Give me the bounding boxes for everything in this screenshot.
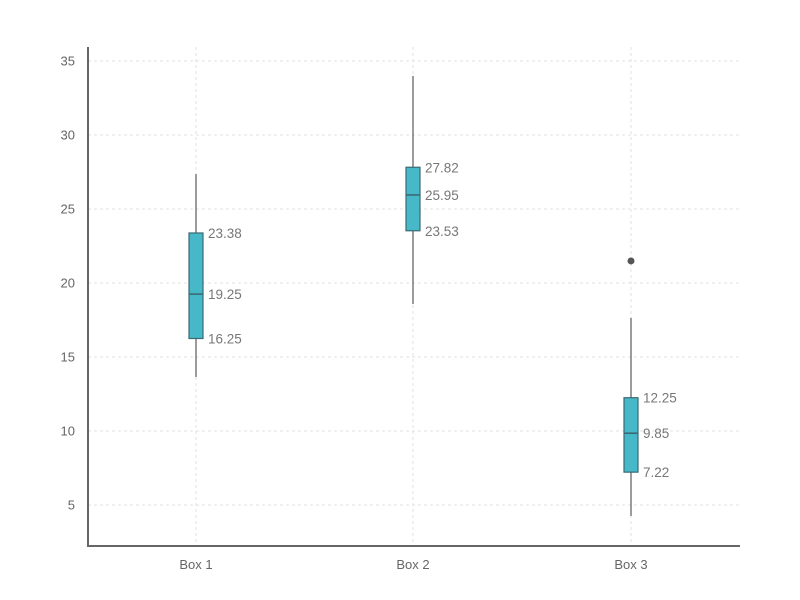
x-category-label: Box 1 xyxy=(179,557,212,572)
median-label: 19.25 xyxy=(208,287,242,302)
x-category-label: Box 3 xyxy=(614,557,647,572)
q3-label: 12.25 xyxy=(643,391,677,406)
x-axis-labels: Box 1 Box 2 Box 3 xyxy=(179,557,647,572)
q1-label: 7.22 xyxy=(643,465,669,480)
box-1: 23.38 19.25 16.25 xyxy=(188,174,242,377)
iqr-box xyxy=(623,397,639,473)
y-tick-label: 25 xyxy=(61,202,75,217)
q1-label: 16.25 xyxy=(208,332,242,347)
box-3: 12.25 9.85 7.22 xyxy=(623,257,677,516)
q1-label: 23.53 xyxy=(425,224,459,239)
y-tick-label: 30 xyxy=(61,128,75,143)
y-tick-label: 10 xyxy=(61,424,75,439)
y-tick-label: 15 xyxy=(61,350,75,365)
median-label: 9.85 xyxy=(643,426,669,441)
y-tick-label: 20 xyxy=(61,276,75,291)
outlier-point xyxy=(627,257,635,265)
q3-label: 27.82 xyxy=(425,160,459,175)
box-2: 27.82 25.95 23.53 xyxy=(405,75,459,305)
iqr-box xyxy=(188,232,204,340)
boxes: 23.38 19.25 16.25 27.82 25.95 23.53 12.25 9.85 7… xyxy=(188,75,677,516)
y-axis-ticks: 5 10 15 20 25 30 35 xyxy=(61,54,75,513)
q3-label: 23.38 xyxy=(208,226,242,241)
x-category-label: Box 2 xyxy=(396,557,429,572)
median-label: 25.95 xyxy=(425,188,459,203)
iqr-box xyxy=(405,166,421,232)
axes xyxy=(87,47,740,547)
y-tick-label: 5 xyxy=(68,498,75,513)
y-tick-label: 35 xyxy=(61,54,75,69)
